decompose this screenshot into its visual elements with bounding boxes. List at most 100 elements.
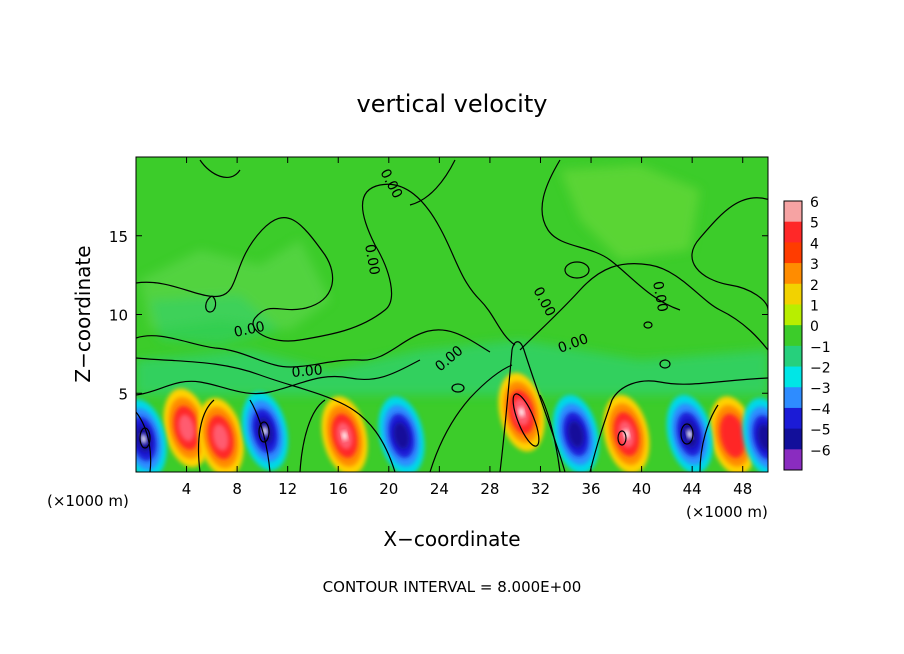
convective-cells [136,372,768,472]
colorbar-swatch [784,283,802,305]
x-tick-label: 24 [430,480,449,498]
y-tick-label: 10 [109,307,128,325]
colorbar-swatch [784,242,802,264]
x-tick-label: 32 [531,480,550,498]
contour-line [258,421,270,443]
downdraft-cell-ring [568,420,584,448]
y-tick-label: 5 [118,385,128,403]
x-tick-label: 28 [480,480,499,498]
colorbar: 6 5 4 3 2 1 0 −1 −2 −3 −4 −5 −6 [783,195,831,471]
updraft-cell [603,394,650,472]
x-tick-label: 44 [683,480,702,498]
x-tick-label: 20 [379,480,398,498]
colorbar-swatch [784,221,802,243]
contour-line [409,159,456,206]
updraft-cell [197,397,244,472]
x-axis: 4 8 12 16 20 24 28 32 36 40 44 48 [182,157,752,498]
updraft-cell [498,372,545,452]
contour-line [197,399,215,472]
x-tick-label: 12 [278,480,297,498]
contour-line [699,404,719,472]
y-axis-label: Z−coordinate [71,245,95,382]
contour-line [659,359,671,369]
colorbar-label: −3 [810,381,831,397]
contour-value-label: 0.00 [649,280,670,313]
contour-line [564,261,590,279]
x-tick-label: 40 [632,480,651,498]
contour-line [429,364,513,472]
contour-value-label: 0.00 [361,243,382,276]
downdraft-cell [241,391,288,471]
contour-line [691,197,768,311]
y-tick-label: 15 [109,228,128,246]
contour-interval-note: CONTOUR INTERVAL = 8.000E+00 [323,578,582,596]
velocity-field [136,157,768,472]
downdraft-cell-ring [686,429,693,439]
x-tick-label: 48 [733,480,752,498]
updraft-cell-ring [212,423,229,451]
colorbar-label: −6 [810,443,831,459]
colorbar-swatch [784,449,802,471]
colorbar-swatch [784,325,802,347]
x-axis-label: X−coordinate [383,527,520,551]
colorbar-label: −1 [810,340,831,356]
colorbar-label: −4 [810,402,831,418]
contour-line [519,262,768,351]
downdraft-cell [552,394,599,472]
contour-line [589,377,768,472]
colorbar-label: −5 [810,423,831,439]
downdraft-cell-ring [393,422,410,450]
downdraft-cell-ring [140,434,147,444]
downdraft-cell-ring [757,423,768,451]
x-tick-label: 4 [182,480,192,498]
contour-line [499,341,566,472]
contour-line [541,159,681,311]
contour-line [136,329,491,368]
colorbar-label: −2 [810,361,831,377]
x-tick-label: 8 [232,480,242,498]
colorbar-swatch [784,407,802,430]
contour-value-label: 0.00 [233,319,267,341]
contour-line [680,423,694,445]
x-unit-right: (×1000 m) [686,503,768,521]
contour-line [643,321,653,329]
x-tick-label: 16 [329,480,348,498]
y-axis: 5 10 15 [109,228,768,403]
colorbar-swatch [784,366,802,388]
updraft-cell-ring [719,413,746,458]
colorbar-label: 0 [810,319,819,335]
contour-line [136,357,396,472]
updraft-cell [321,396,368,472]
colorbar-label: 3 [810,257,819,273]
updraft-cell-ring [341,431,348,441]
chart-title: vertical velocity [357,90,548,118]
mid-cyan-green-band [136,340,768,395]
contour-value-label: 0.00 [291,362,323,381]
contour-line [249,399,271,472]
contour-lines [136,159,768,472]
colorbar-swatch [784,304,802,326]
x-tick-label: 36 [581,480,600,498]
colorbar-swatch [784,345,802,368]
contour-line [199,159,241,178]
updraft-cell-ring [518,407,525,417]
contour-line [512,393,540,447]
contour-line [136,183,516,346]
downdraft-cell [378,396,425,472]
updraft-cell-ring [623,429,630,439]
colorbar-swatch [784,387,802,409]
upper-greenish-patch [560,165,700,260]
mid-cyan-green-patch [150,295,280,345]
colorbar-frame [783,200,803,471]
contour-line [299,399,326,472]
colorbar-swatch [784,201,802,223]
contour-line [617,430,627,446]
contour-line [136,359,421,396]
contour-line [205,295,217,313]
colorbar-label: 1 [810,298,819,314]
x-unit-left: (×1000 m) [47,492,129,510]
colorbar-label: 6 [810,195,819,211]
field-texture [136,165,768,395]
downdraft-cell [742,397,768,472]
colorbar-label: 5 [810,216,819,232]
